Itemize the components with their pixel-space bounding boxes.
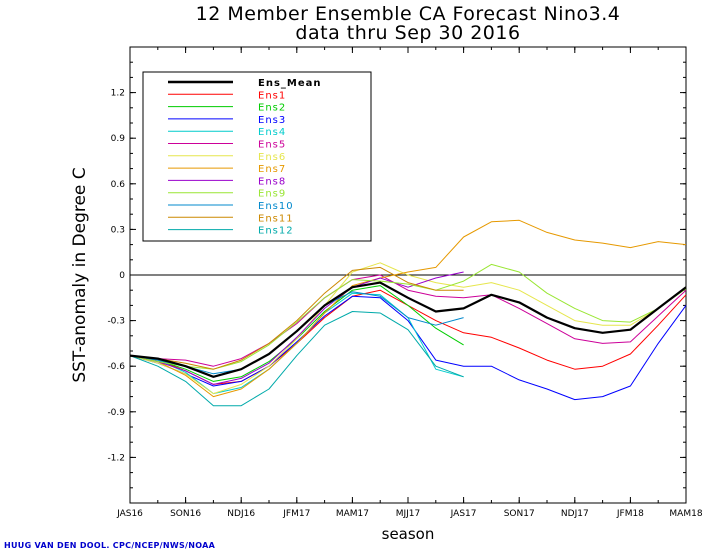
legend-label: Ens3 bbox=[258, 115, 286, 126]
y-tick-label: 0.3 bbox=[111, 225, 125, 235]
series-line-ens11 bbox=[129, 266, 464, 370]
x-tick-label: SON17 bbox=[504, 509, 535, 519]
chart-axes: 1.2 0.9 0.6 0.3 0 -0.3 -0.6 -0.9 -1.2 JAS16 SON16 N… bbox=[107, 46, 703, 519]
series-line-ens12 bbox=[129, 311, 464, 407]
legend-label: Ens5 bbox=[258, 140, 286, 151]
x-tick-label: NDJ17 bbox=[561, 509, 589, 519]
series-line-ens7 bbox=[129, 219, 687, 398]
y-tick-label: 0.9 bbox=[111, 134, 126, 144]
y-tick-label: 0.6 bbox=[111, 180, 126, 190]
series-line-ens6 bbox=[129, 262, 687, 395]
y-tick-label: -1.2 bbox=[107, 453, 125, 463]
y-tick-label: -0.6 bbox=[107, 362, 125, 372]
series-line-ens8 bbox=[129, 271, 464, 385]
legend-label: Ens_Mean bbox=[258, 78, 322, 89]
legend-label: Ens10 bbox=[258, 201, 294, 212]
legend-label: Ens12 bbox=[258, 226, 294, 237]
legend-label: Ens9 bbox=[258, 189, 286, 200]
y-tick-label: 1.2 bbox=[111, 89, 125, 99]
x-tick-label: JFM18 bbox=[616, 509, 644, 519]
legend-label: Ens6 bbox=[258, 152, 286, 163]
legend-label: Ens4 bbox=[258, 127, 286, 138]
legend-label: Ens7 bbox=[258, 164, 286, 175]
x-axis-label: season bbox=[381, 525, 435, 543]
x-tick-label: MAM18 bbox=[669, 509, 702, 519]
series-line-ens3 bbox=[129, 295, 687, 401]
x-tick-label: NDJ16 bbox=[227, 509, 255, 519]
legend-label: Ens8 bbox=[258, 176, 286, 187]
x-tick-label: MAM17 bbox=[336, 509, 369, 519]
chart-series-group bbox=[129, 219, 687, 407]
legend-label: Ens11 bbox=[258, 213, 294, 224]
x-tick-label: JAS16 bbox=[116, 509, 143, 519]
series-line-ens10 bbox=[129, 291, 464, 375]
legend-label: Ens2 bbox=[258, 103, 286, 114]
series-line-ens1 bbox=[129, 289, 687, 385]
legend-label: Ens1 bbox=[258, 90, 286, 101]
y-tick-label: 0 bbox=[119, 271, 125, 281]
series-line-ens5 bbox=[129, 274, 687, 367]
y-tick-label: -0.3 bbox=[107, 317, 125, 327]
legend-box bbox=[142, 71, 372, 242]
credit-text: HUUG VAN DEN DOOL. CPC/NCEP/NWS/NOAA bbox=[4, 541, 216, 550]
x-tick-label: JAS17 bbox=[450, 509, 477, 519]
y-axis-label: SST-anomaly in Degree C bbox=[70, 167, 90, 383]
x-tick-label: SON16 bbox=[170, 509, 201, 519]
x-tick-label: MJJ17 bbox=[396, 509, 421, 519]
chart-subtitle: data thru Sep 30 2016 bbox=[295, 22, 521, 44]
y-tick-label: -0.9 bbox=[107, 408, 125, 418]
series-line-ens9 bbox=[129, 263, 687, 370]
series-line-ens-mean bbox=[129, 281, 687, 378]
chart-title: 12 Member Ensemble CA Forecast Nino3.4 bbox=[195, 3, 621, 25]
x-tick-label: JFM17 bbox=[282, 509, 310, 519]
